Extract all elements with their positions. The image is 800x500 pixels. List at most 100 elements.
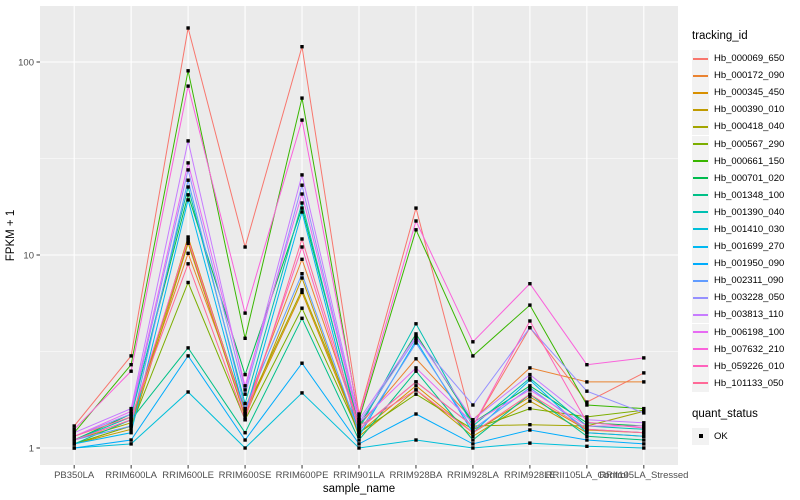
data-point: [528, 319, 532, 323]
x-tick-label: PB350LA: [54, 470, 95, 481]
data-point: [243, 446, 247, 450]
series-color-swatch: [692, 340, 709, 358]
data-point: [642, 380, 646, 384]
x-tick-label: RRIM600SE: [219, 470, 272, 481]
data-point: [129, 427, 133, 431]
data-point: [528, 376, 532, 380]
series-color-swatch: [692, 135, 709, 153]
data-point: [186, 238, 190, 242]
legend-item-label: Hb_000567_290: [714, 138, 785, 150]
data-point: [300, 206, 304, 210]
data-point: [129, 421, 133, 425]
legend-item-ok: OK: [692, 427, 798, 445]
legend-item-label: Hb_000661_150: [714, 155, 785, 167]
data-point: [243, 311, 247, 315]
data-point: [471, 340, 475, 344]
data-point: [72, 431, 76, 435]
data-point: [414, 228, 418, 232]
data-point: [357, 442, 361, 446]
data-point: [72, 446, 76, 450]
series-color-swatch: [692, 357, 709, 375]
line-swatch: [693, 143, 708, 146]
data-point: [300, 201, 304, 205]
line-swatch: [693, 228, 708, 231]
data-point: [300, 288, 304, 292]
data-point: [357, 412, 361, 416]
data-point: [129, 412, 133, 416]
legend-item: Hb_101133_050: [692, 374, 798, 392]
data-point: [357, 427, 361, 431]
x-tick-label: RRII105LA_Control: [546, 470, 628, 481]
data-point: [585, 427, 589, 431]
x-tick-label: RRIM901LA: [333, 470, 385, 481]
data-point: [471, 403, 475, 407]
data-point: [186, 178, 190, 182]
line-swatch: [693, 313, 708, 316]
line-swatch: [693, 245, 708, 248]
legend-item-label: Hb_000701_020: [714, 172, 785, 184]
data-point: [186, 235, 190, 239]
legend-item-list: Hb_000069_650 Hb_000172_090 Hb_000345_450 H…: [692, 50, 798, 392]
legend-item-label: Hb_001348_100: [714, 189, 785, 201]
data-point: [528, 428, 532, 432]
data-point: [528, 378, 532, 382]
data-point: [585, 431, 589, 435]
legend-item: Hb_007632_210: [692, 340, 798, 358]
data-point: [129, 431, 133, 435]
data-point: [414, 338, 418, 343]
data-point: [300, 183, 304, 187]
legend-item: Hb_059226_010: [692, 357, 798, 375]
y-tick-label: 1: [29, 444, 34, 455]
series-color-swatch: [692, 67, 709, 85]
legend-item: Hb_002311_090: [692, 272, 798, 290]
legend-title-quant-status: quant_status: [692, 407, 758, 420]
data-point: [243, 415, 247, 419]
data-point: [243, 336, 247, 340]
data-point: [528, 423, 532, 427]
legend-item-label: Hb_000069_650: [714, 53, 785, 65]
data-point: [471, 354, 475, 358]
data-point: [243, 401, 247, 406]
data-point: [471, 431, 475, 435]
line-swatch: [693, 57, 708, 60]
legend-item: Hb_000345_450: [692, 84, 798, 102]
data-point: [642, 371, 646, 375]
legend-item: Hb_001699_270: [692, 238, 798, 256]
legend-item: Hb_001950_090: [692, 255, 798, 273]
series-color-swatch: [692, 186, 709, 204]
data-point: [642, 431, 646, 435]
data-point: [642, 434, 646, 438]
data-point: [642, 442, 646, 446]
data-point: [243, 438, 247, 442]
legend-item: Hb_006198_100: [692, 323, 798, 341]
data-point: [129, 369, 133, 373]
legend-item: Hb_000390_010: [692, 101, 798, 119]
data-point: [528, 441, 532, 445]
legend-item-label: Hb_001410_030: [714, 223, 785, 235]
data-point: [528, 388, 532, 392]
data-point: [186, 346, 190, 350]
legend-item-label: Hb_006198_100: [714, 326, 785, 338]
data-point: [357, 431, 361, 435]
data-point: [300, 276, 304, 280]
y-tick-label: 10: [23, 251, 34, 262]
series-color-swatch: [692, 238, 709, 256]
legend-item: Hb_000069_650: [692, 50, 798, 68]
data-point: [357, 418, 361, 422]
data-point: [186, 280, 190, 285]
data-point: [471, 424, 475, 428]
data-point: [129, 354, 133, 358]
data-point: [642, 446, 646, 450]
data-point: [357, 424, 361, 428]
series-color-swatch: [692, 84, 709, 102]
data-point: [528, 326, 532, 330]
series-color-swatch: [692, 374, 709, 392]
x-tick-label: RRIM600LE: [162, 470, 214, 481]
series-color-swatch: [692, 323, 709, 341]
data-point: [471, 418, 475, 422]
data-point: [300, 237, 304, 241]
data-point: [585, 438, 589, 442]
x-tick-label: RRIM928BA: [390, 470, 443, 481]
data-point: [186, 262, 190, 266]
